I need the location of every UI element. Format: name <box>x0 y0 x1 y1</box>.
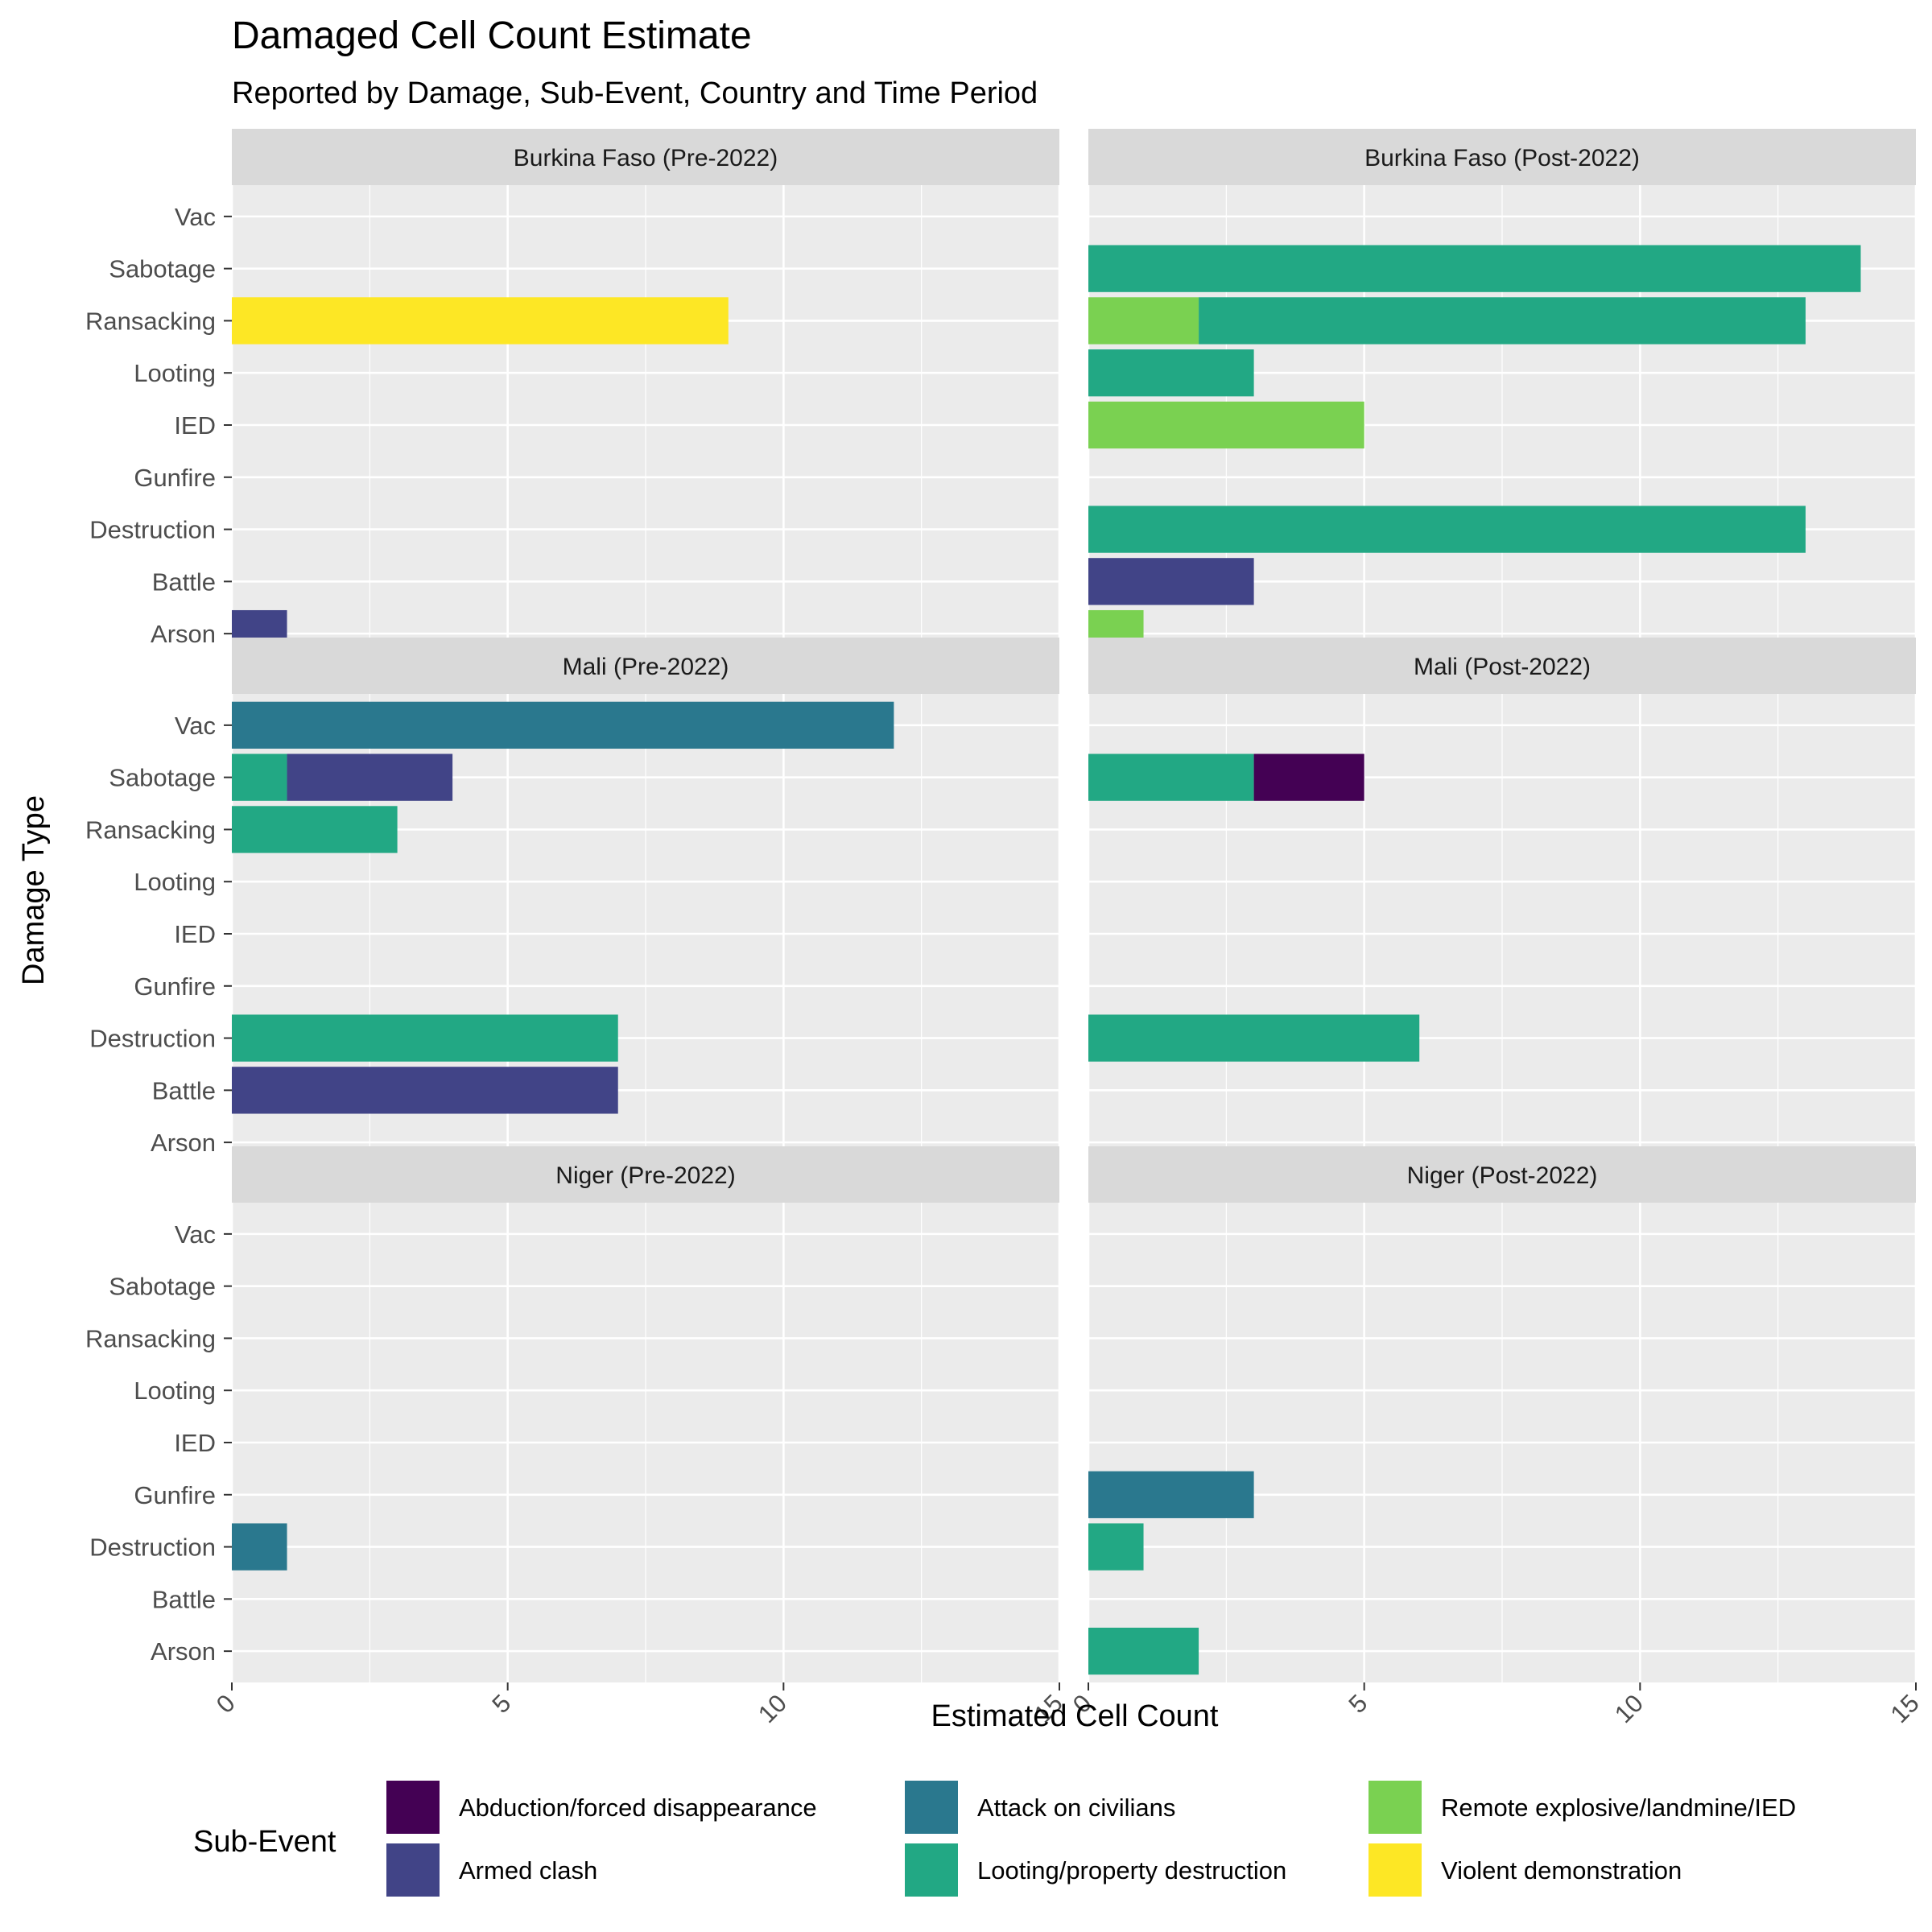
legend-label: Attack on civilians <box>977 1794 1175 1822</box>
legend-key <box>386 1781 440 1834</box>
y-tick-label: IED <box>174 920 216 948</box>
legend-key <box>1368 1843 1422 1897</box>
bar-segment <box>1088 1627 1199 1675</box>
bar-segment <box>1088 506 1806 553</box>
y-tick-label: Vac <box>175 1220 216 1249</box>
facet-panel: Burkina Faso (Post-2022) <box>1087 129 1918 665</box>
bar-segment <box>232 701 894 749</box>
y-tick-label: Gunfire <box>134 1481 216 1509</box>
facet-label: Mali (Post-2022) <box>1414 654 1591 680</box>
x-tick-label: 10 <box>753 1689 792 1728</box>
bar-segment <box>232 806 398 853</box>
legend-label: Remote explosive/landmine/IED <box>1441 1794 1796 1822</box>
y-axis-title: Damage Type <box>17 795 51 985</box>
y-tick-label: Vac <box>175 712 216 740</box>
chart-subtitle: Reported by Damage, Sub-Event, Country a… <box>232 76 1038 110</box>
y-tick-label: Sabotage <box>109 764 216 792</box>
facet-strip <box>232 129 1059 185</box>
bar-segment <box>1088 297 1199 345</box>
legend-key <box>905 1781 958 1834</box>
facet-strip <box>1088 1146 1916 1203</box>
y-tick-label: Ransacking <box>85 1324 216 1352</box>
x-tick-label: 5 <box>1343 1689 1373 1719</box>
bar-segment <box>232 753 287 801</box>
x-tick-label: 15 <box>1885 1689 1925 1728</box>
chart-title: Damaged Cell Count Estimate <box>232 14 752 57</box>
bar-segment <box>1088 1014 1420 1062</box>
bar-segment <box>287 753 453 801</box>
facet-strip <box>1088 129 1916 185</box>
x-tick-label: 5 <box>486 1689 516 1719</box>
bar-segment <box>1088 1523 1144 1571</box>
bar-segment <box>1088 401 1364 449</box>
y-tick-label: Arson <box>151 620 216 648</box>
y-tick-label: Arson <box>151 1637 216 1666</box>
x-tick-label: 0 <box>211 1689 241 1719</box>
x-axis-title: Estimated Cell Count <box>931 1699 1219 1733</box>
facet-label: Niger (Post-2022) <box>1407 1162 1598 1189</box>
facet-label: Mali (Pre-2022) <box>563 654 729 680</box>
bar-segment <box>232 1014 618 1062</box>
y-tick-label: Looting <box>134 868 216 896</box>
bar-segment <box>1088 349 1254 397</box>
y-tick-label: Destruction <box>89 516 216 544</box>
bar-segment <box>1088 558 1254 605</box>
bar-segment <box>232 1523 287 1571</box>
facet-strip <box>1088 638 1916 694</box>
y-tick-label: Looting <box>134 359 216 387</box>
y-tick-label: Sabotage <box>109 255 216 283</box>
legend: Sub-Event Abduction/forced disappearance… <box>193 1781 1796 1897</box>
facet-panel: Mali (Pre-2022) Vac Sabotage Ransacking Loot… <box>85 638 1061 1174</box>
facet-label: Burkina Faso (Pre-2022) <box>514 145 778 171</box>
y-tick-label: Ransacking <box>85 307 216 335</box>
facet-panel: Niger (Pre-2022) Vac Sabotage Ransacking Loo… <box>85 1146 1068 1728</box>
facet-label: Burkina Faso (Post-2022) <box>1364 145 1640 171</box>
facet-panels: Burkina Faso (Pre-2022) Vac Sabotage Ransac… <box>85 129 1925 1728</box>
x-tick-label: 10 <box>1609 1689 1649 1728</box>
facet-panel: Niger (Post-2022)0 5 10 15 <box>1067 1146 1925 1728</box>
bar-segment <box>1088 753 1254 801</box>
legend-label: Violent demonstration <box>1441 1856 1682 1885</box>
y-tick-label: Arson <box>151 1129 216 1157</box>
bar-segment <box>232 297 729 345</box>
legend-label: Abduction/forced disappearance <box>459 1794 817 1822</box>
y-tick-label: Battle <box>152 1076 216 1104</box>
legend-key <box>386 1843 440 1897</box>
legend-title: Sub-Event <box>193 1825 336 1859</box>
bar-segment <box>232 1067 618 1114</box>
y-tick-label: Looting <box>134 1377 216 1405</box>
y-tick-label: Destruction <box>89 1025 216 1053</box>
y-tick-label: Sabotage <box>109 1273 216 1301</box>
bar-segment <box>1088 1471 1254 1518</box>
legend-key <box>905 1843 958 1897</box>
facet-strip <box>232 638 1059 694</box>
facet-label: Niger (Pre-2022) <box>555 1162 735 1189</box>
legend-label: Armed clash <box>459 1856 597 1885</box>
y-tick-label: Ransacking <box>85 815 216 844</box>
bar-segment <box>1199 297 1806 345</box>
y-tick-label: Destruction <box>89 1534 216 1562</box>
facet-panel: Mali (Post-2022) <box>1087 638 1918 1174</box>
y-tick-label: Battle <box>152 1585 216 1613</box>
legend-label: Looting/property destruction <box>977 1856 1286 1885</box>
facet-strip <box>232 1146 1059 1203</box>
bar-segment <box>1088 245 1861 292</box>
y-tick-label: IED <box>174 1429 216 1457</box>
y-tick-label: Vac <box>175 203 216 231</box>
y-tick-label: Battle <box>152 568 216 596</box>
legend-key <box>1368 1781 1422 1834</box>
y-tick-label: Gunfire <box>134 464 216 492</box>
y-tick-label: Gunfire <box>134 972 216 1001</box>
facet-panel: Burkina Faso (Pre-2022) Vac Sabotage Ransac… <box>85 129 1061 665</box>
y-tick-label: IED <box>174 411 216 440</box>
bar-segment <box>1253 753 1364 801</box>
